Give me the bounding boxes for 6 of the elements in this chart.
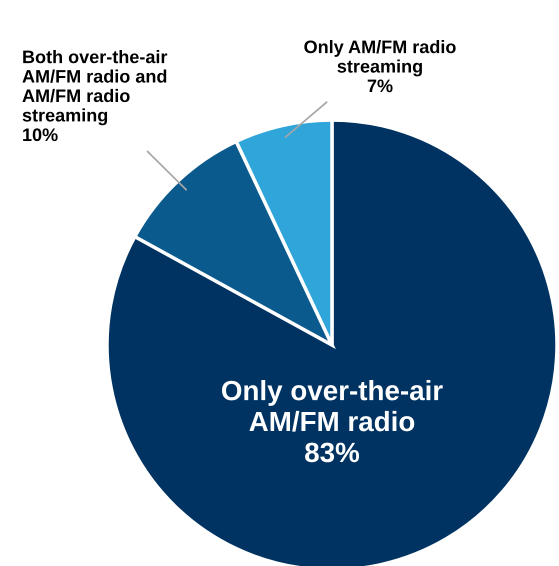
data-label: 7% (368, 79, 393, 92)
data-label: 83% (305, 442, 360, 462)
slice-label: Only AM/FM radio streaming (304, 40, 456, 76)
data-label: 10% (23, 128, 58, 142)
slice-label: Only over-the-air AM/FM radio (222, 380, 443, 432)
slice-label: Both over-the-air AM/FM radio and AM/FM radio streaming (22, 50, 168, 126)
